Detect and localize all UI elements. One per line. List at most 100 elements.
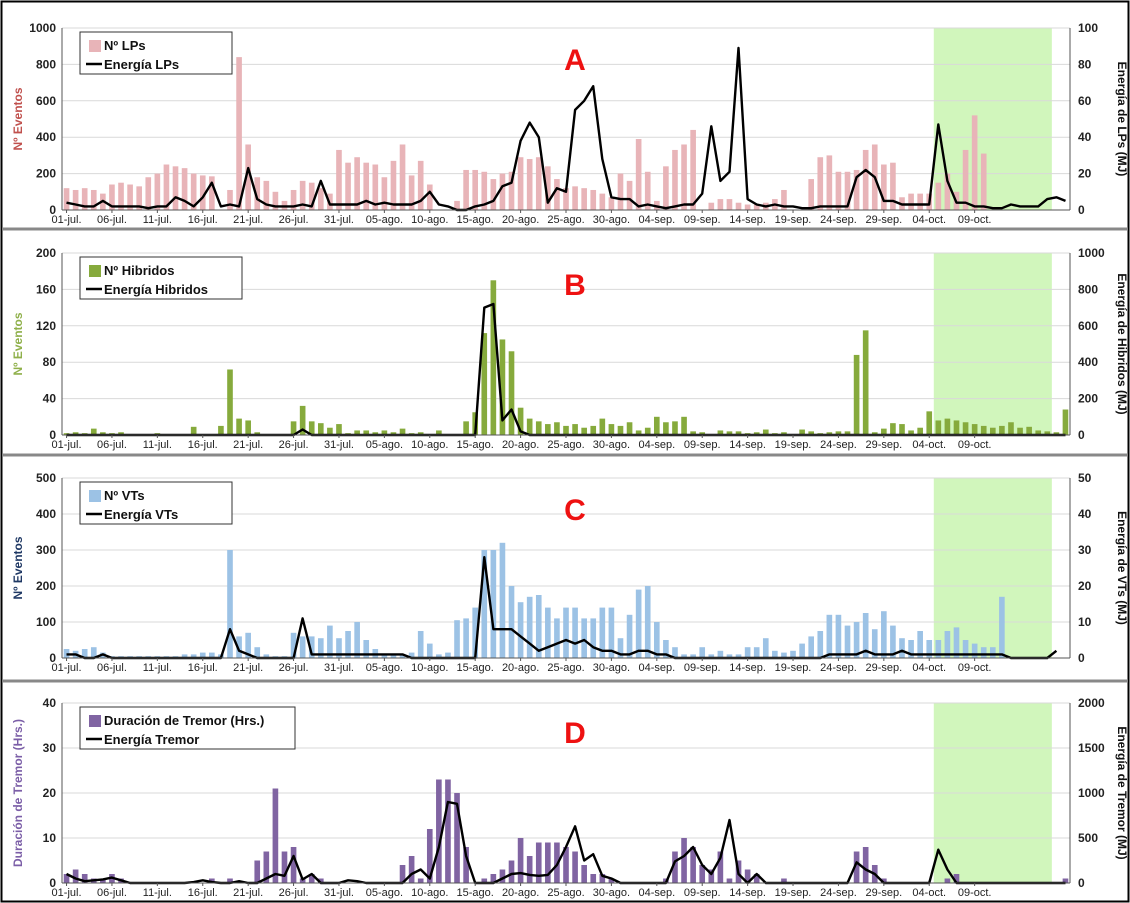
right-tick-label: 60 bbox=[1078, 94, 1092, 108]
x-tick-label: 09-sep. bbox=[684, 887, 721, 899]
bar bbox=[508, 860, 515, 883]
legend-line-label: Energía VTs bbox=[104, 507, 178, 522]
bar bbox=[109, 184, 115, 210]
bar bbox=[508, 351, 515, 435]
bar bbox=[381, 430, 388, 435]
left-tick-label: 800 bbox=[36, 57, 56, 71]
bar bbox=[281, 851, 288, 883]
bar bbox=[563, 847, 569, 883]
bar bbox=[735, 431, 742, 435]
bar bbox=[354, 157, 360, 210]
bar bbox=[100, 878, 106, 883]
bar bbox=[236, 418, 242, 435]
right-tick-label: 0 bbox=[1078, 876, 1085, 890]
bar bbox=[408, 856, 415, 883]
bar bbox=[263, 654, 270, 658]
x-tick-label: 16-jul. bbox=[188, 662, 218, 674]
x-tick-label: 20-ago. bbox=[502, 662, 539, 674]
bar bbox=[881, 164, 887, 210]
bar bbox=[672, 149, 678, 210]
bars-d bbox=[63, 779, 1069, 883]
bar bbox=[862, 847, 869, 883]
bar bbox=[917, 427, 923, 435]
legend-bar-label: Nº VTs bbox=[104, 488, 145, 503]
bar bbox=[199, 652, 206, 658]
bar bbox=[999, 596, 1005, 658]
right-tick-label: 30 bbox=[1078, 543, 1092, 557]
bar bbox=[463, 421, 469, 435]
bar bbox=[354, 430, 360, 435]
x-tick-label: 15-ago. bbox=[457, 214, 494, 226]
x-tick-label: 16-jul. bbox=[188, 439, 218, 451]
bar bbox=[726, 431, 733, 435]
bar bbox=[790, 650, 796, 658]
bar bbox=[426, 829, 433, 883]
bar bbox=[881, 611, 887, 658]
bar bbox=[399, 144, 406, 210]
bar bbox=[744, 204, 751, 210]
bar bbox=[989, 427, 996, 435]
bar bbox=[881, 878, 887, 883]
bar bbox=[517, 838, 524, 883]
bar bbox=[971, 115, 978, 210]
left-tick-label: 0 bbox=[49, 203, 56, 217]
bar bbox=[844, 431, 851, 435]
right-tick-label: 600 bbox=[1078, 319, 1098, 333]
bar bbox=[971, 424, 978, 435]
bar bbox=[317, 423, 324, 435]
bar bbox=[690, 129, 696, 210]
bar bbox=[862, 330, 869, 435]
bar bbox=[308, 421, 315, 435]
x-tick-label: 09-oct. bbox=[958, 887, 992, 899]
x-tick-label: 31-jul. bbox=[324, 662, 354, 674]
panel-letter: C bbox=[564, 494, 586, 527]
panel-letter: D bbox=[564, 717, 586, 750]
legend-line-label: Energía LPs bbox=[104, 57, 179, 72]
bar bbox=[299, 180, 306, 210]
bar bbox=[635, 139, 642, 210]
bar bbox=[681, 144, 687, 210]
bar bbox=[590, 874, 597, 883]
panel-letter: A bbox=[564, 44, 586, 77]
x-tick-label: 01-jul. bbox=[52, 214, 82, 226]
x-tick-label: 06-jul. bbox=[97, 214, 127, 226]
x-tick-label: 09-oct. bbox=[958, 662, 992, 674]
bar bbox=[508, 586, 515, 658]
panel-a: 0 200 400 600 800 1000 0 20 40 60 80 100 01-jul. 06-j… bbox=[11, 21, 1129, 226]
bar bbox=[499, 869, 506, 883]
bar bbox=[881, 428, 887, 435]
bar bbox=[826, 155, 833, 210]
bar bbox=[917, 193, 923, 210]
bar bbox=[781, 189, 787, 210]
bar bbox=[408, 175, 415, 210]
bar bbox=[917, 631, 923, 658]
x-tick-label: 24-sep. bbox=[820, 662, 857, 674]
left-tick-label: 120 bbox=[36, 319, 56, 333]
bar bbox=[726, 654, 733, 658]
x-tick-label: 29-sep. bbox=[865, 214, 902, 226]
bar bbox=[735, 654, 742, 658]
bar bbox=[608, 197, 615, 210]
bars-a bbox=[63, 57, 987, 211]
bar bbox=[944, 418, 951, 435]
x-tick-label: 15-ago. bbox=[457, 662, 494, 674]
x-tick-label: 26-jul. bbox=[279, 662, 309, 674]
bar bbox=[826, 614, 833, 658]
right-axis-label: Energía de Hibridos (MJ) bbox=[1115, 273, 1129, 414]
bar bbox=[327, 427, 333, 435]
x-tick-label: 30-ago. bbox=[593, 887, 630, 899]
x-tick-label: 14-sep. bbox=[729, 439, 766, 451]
bar bbox=[535, 595, 542, 658]
bar bbox=[717, 650, 724, 658]
bar bbox=[72, 869, 79, 883]
bar bbox=[81, 188, 88, 210]
bar bbox=[545, 842, 551, 883]
x-tick-label: 05-ago. bbox=[366, 887, 403, 899]
bar bbox=[953, 874, 960, 883]
bar bbox=[245, 632, 251, 658]
right-tick-label: 0 bbox=[1078, 651, 1085, 665]
bar bbox=[980, 647, 987, 658]
energy-line bbox=[66, 556, 1058, 660]
bar bbox=[753, 432, 760, 435]
